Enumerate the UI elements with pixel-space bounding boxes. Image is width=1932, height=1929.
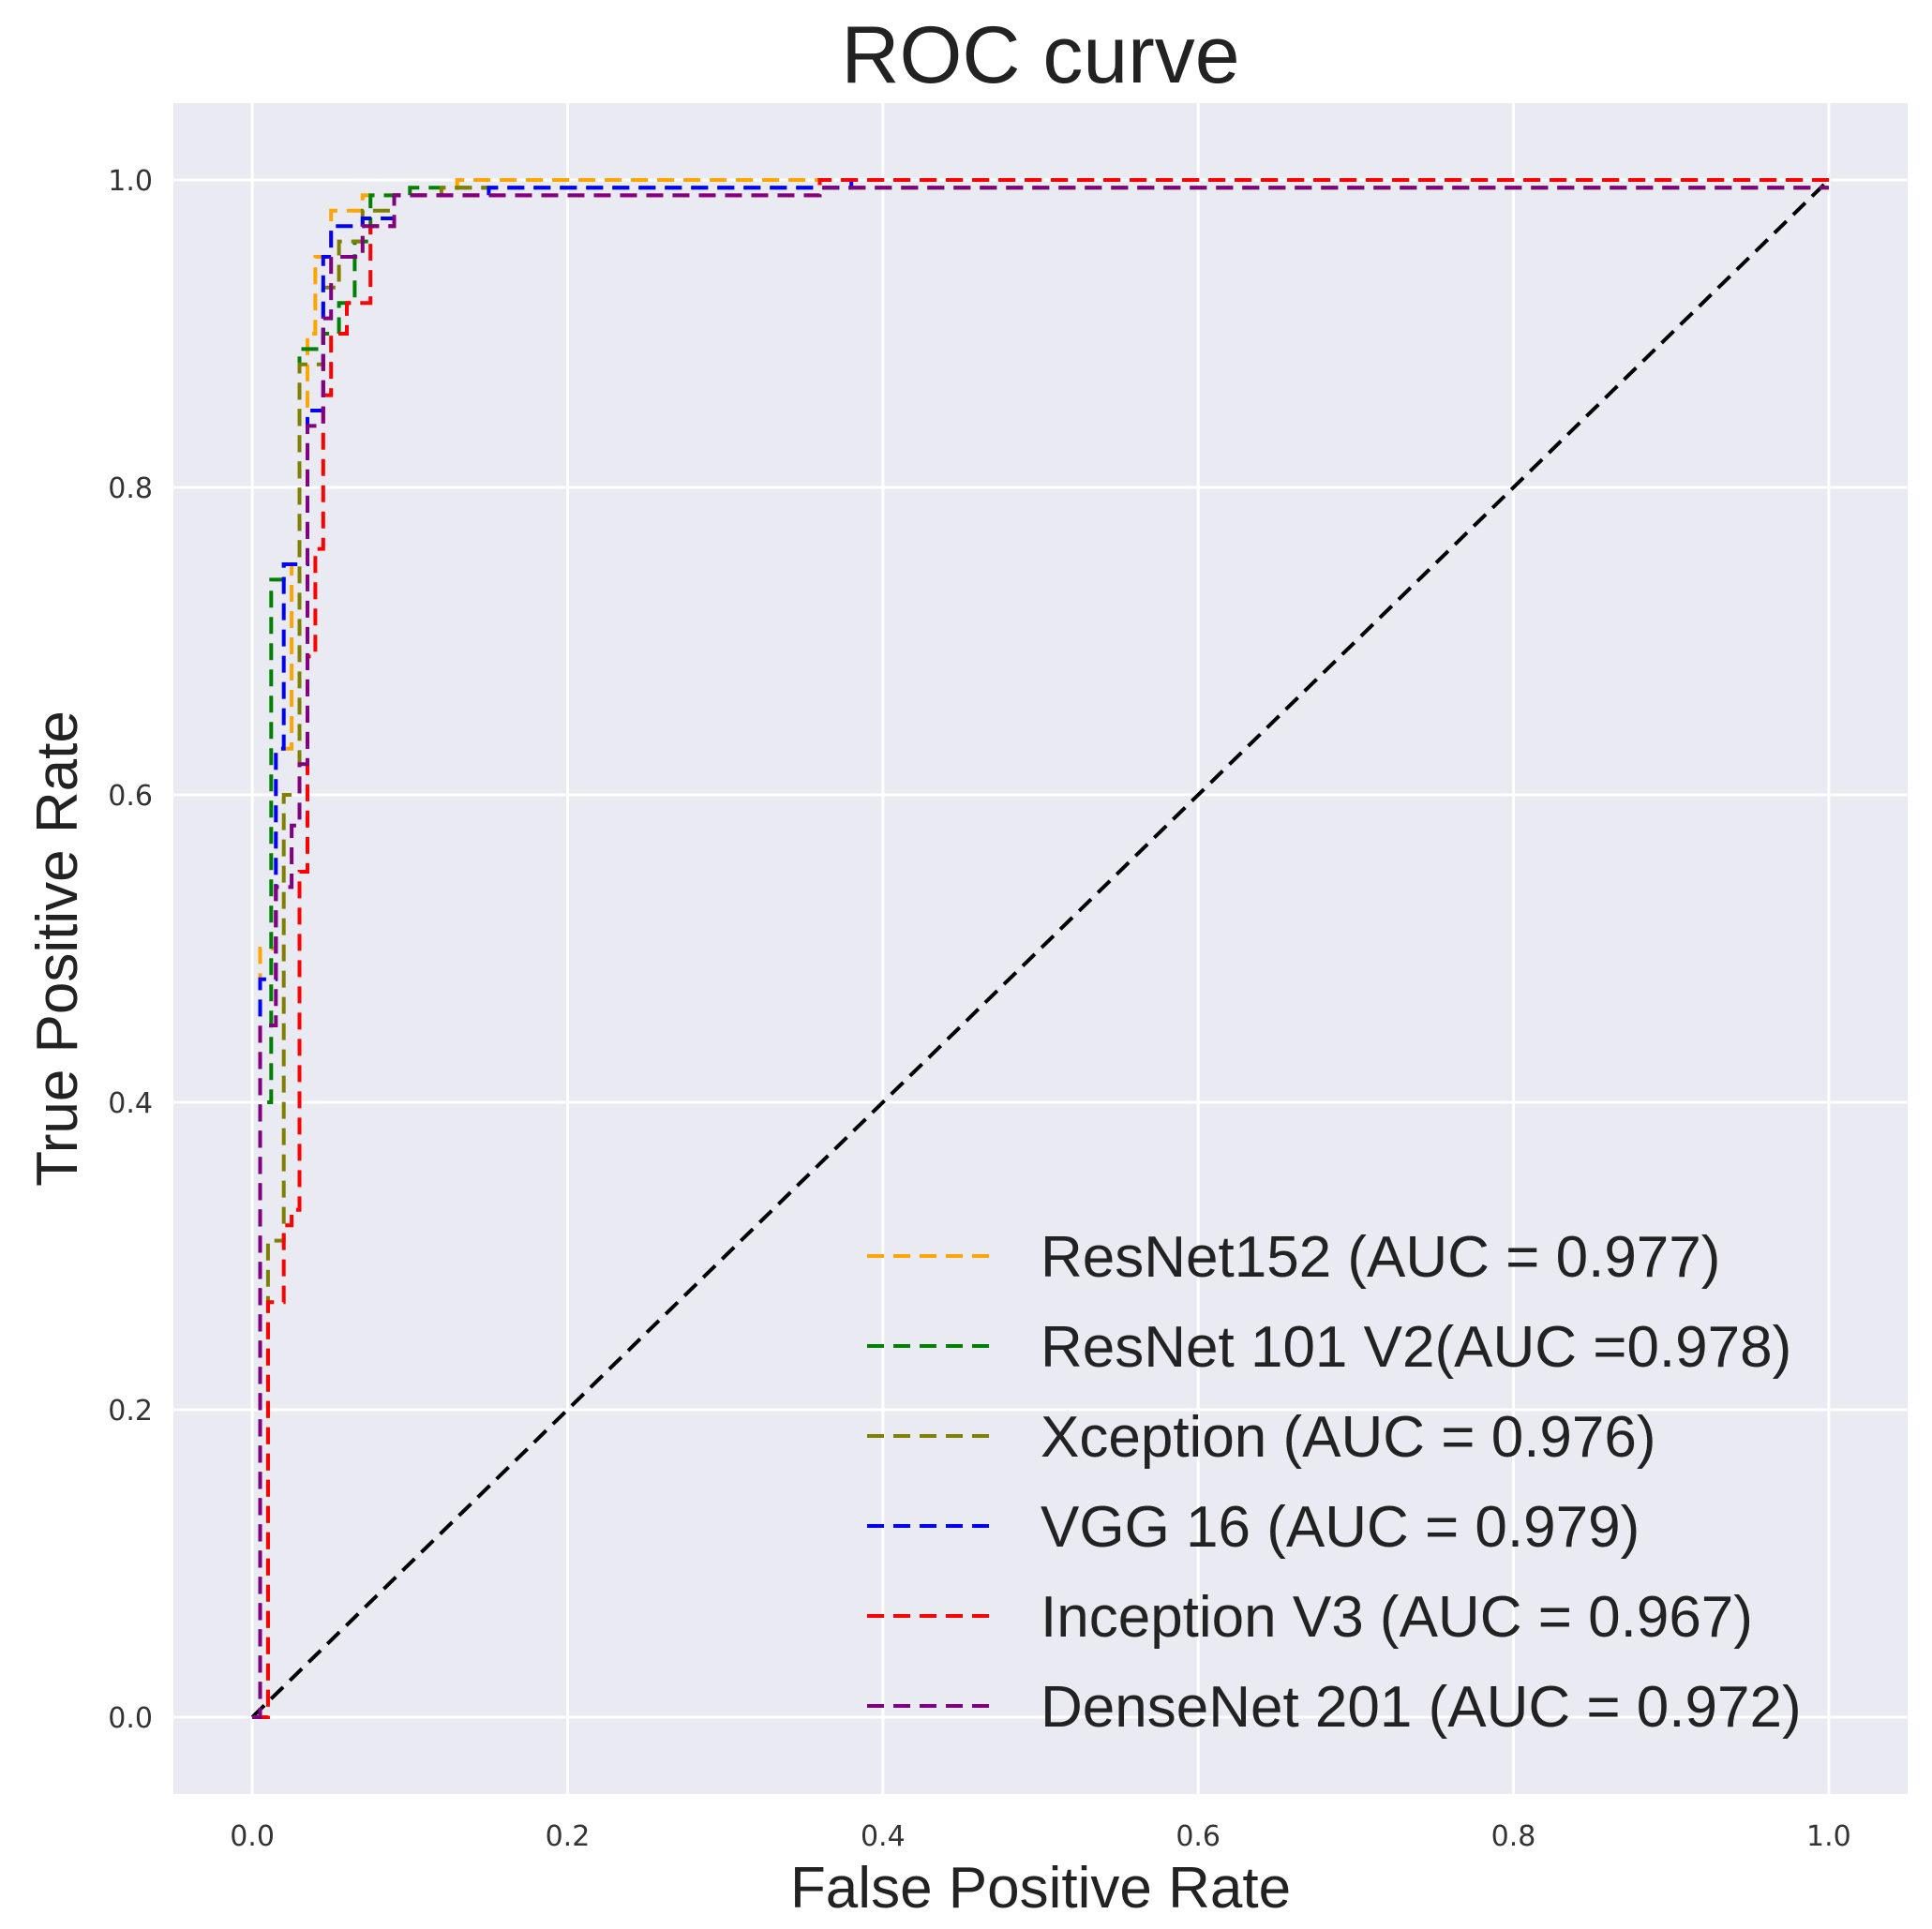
x-axis-title: False Positive Rate <box>790 1856 1291 1921</box>
legend-label: ResNet 101 V2(AUC =0.978) <box>1041 1315 1791 1380</box>
legend-label: Xception (AUC = 0.976) <box>1041 1405 1656 1470</box>
series-group <box>252 178 1829 1719</box>
grid <box>173 103 1908 1794</box>
x-tick-label: 1.0 <box>1806 1820 1851 1853</box>
legend: ResNet152 (AUC = 0.977) ResNet 101 V2(AUC… <box>867 1225 1802 1740</box>
x-tick-label: 0.8 <box>1491 1820 1536 1853</box>
y-tick-label: 0.4 <box>108 1087 153 1120</box>
y-tick-label: 0.8 <box>108 472 153 505</box>
legend-label: Inception V3 (AUC = 0.967) <box>1041 1585 1753 1650</box>
legend-label: ResNet152 (AUC = 0.977) <box>1041 1225 1720 1290</box>
x-tick-label: 0.4 <box>861 1820 906 1853</box>
y-tick-label: 1.0 <box>108 165 153 198</box>
tick-labels: 0.0 0.2 0.4 0.6 0.8 1.0 0.0 0.2 0.4 0.6 0.8 1.0 <box>108 165 1850 1853</box>
y-tick-label: 0.2 <box>108 1395 153 1428</box>
x-tick-label: 0.6 <box>1176 1820 1221 1853</box>
chart-title: ROC curve <box>841 10 1239 100</box>
x-tick-label: 0.2 <box>546 1820 591 1853</box>
roc-series-line <box>252 186 1829 1719</box>
legend-label: VGG 16 (AUC = 0.979) <box>1041 1495 1640 1560</box>
roc-series-line <box>252 178 1829 1719</box>
x-tick-label: 0.0 <box>230 1820 275 1853</box>
y-tick-label: 0.0 <box>108 1702 153 1735</box>
y-tick-label: 0.6 <box>108 780 153 813</box>
y-axis-title: True Positive Rate <box>25 710 90 1187</box>
legend-label: DenseNet 201 (AUC = 0.972) <box>1041 1675 1802 1740</box>
